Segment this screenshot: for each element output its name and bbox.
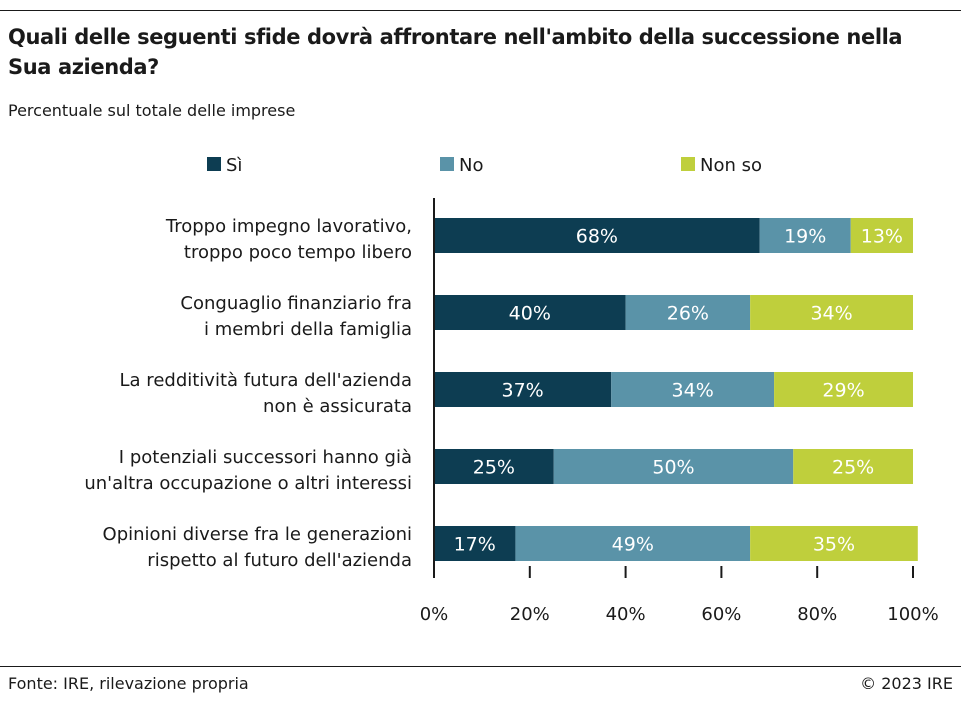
legend-swatch-2 (440, 157, 454, 171)
stacked-bar-chart: Sì No Non so 68% 19% 13% Troppo impegno lavora… (84, 155, 938, 625)
bar-4-1 (434, 449, 554, 484)
data-label-5-3: 35% (813, 534, 855, 556)
data-label-5-2: 49% (612, 534, 654, 556)
legend-label-2: No (459, 155, 483, 176)
data-label-2-2: 26% (667, 303, 709, 325)
chart-subtitle: Percentuale sul totale delle imprese (8, 101, 296, 120)
footer-copyright: © 2023 IRE (860, 674, 953, 693)
category-label-1-2: troppo poco tempo libero (184, 242, 412, 263)
bar-1-3 (850, 218, 913, 253)
bar-2-2 (625, 295, 751, 330)
x-tick-label-2: 20% (510, 604, 550, 625)
data-label-4-1: 25% (473, 457, 515, 479)
bar-3-3 (774, 372, 913, 407)
category-label-3-2: non è assicurata (263, 396, 412, 417)
data-label-4-2: 50% (652, 457, 694, 479)
data-label-5-1: 17% (454, 534, 496, 556)
bar-5-2 (515, 526, 751, 561)
bar-5-3 (750, 526, 918, 561)
chart-title: Quali delle seguenti sfide dovrà affront… (8, 25, 903, 79)
legend-swatch-1 (207, 157, 221, 171)
data-label-4-3: 25% (832, 457, 874, 479)
category-label-1-1: Troppo impegno lavorativo, (165, 216, 412, 237)
legend-label-1: Sì (226, 155, 242, 176)
category-label-3-1: La redditività futura dell'azienda (120, 370, 412, 391)
data-label-2-1: 40% (509, 303, 551, 325)
x-tick-label-5: 80% (797, 604, 837, 625)
bar-3-2 (611, 372, 775, 407)
data-label-3-1: 37% (501, 380, 543, 402)
data-label-3-2: 34% (672, 380, 714, 402)
data-label-1-3: 13% (861, 226, 903, 248)
category-label-4-1: I potenziali successori hanno già (119, 447, 412, 468)
category-label-4-2: un'altra occupazione o altri interessi (84, 473, 412, 494)
category-label-2-1: Conguaglio finanziario fra (180, 293, 412, 314)
bar-2-1 (434, 295, 626, 330)
footer-source: Fonte: IRE, rilevazione propria (8, 674, 249, 693)
category-label-5-2: rispetto al futuro dell'azienda (147, 550, 412, 571)
top-rule (0, 10, 961, 11)
bottom-rule (0, 666, 961, 667)
category-label-2-2: i membri della famiglia (204, 319, 412, 340)
bar-3-1 (434, 372, 612, 407)
data-label-1-2: 19% (784, 226, 826, 248)
bar-4-3 (793, 449, 913, 484)
data-label-3-3: 29% (822, 380, 864, 402)
category-label-5-1: Opinioni diverse fra le generazioni (103, 524, 412, 545)
data-label-1-1: 68% (576, 226, 618, 248)
x-tick-label-1: 0% (420, 604, 449, 625)
data-label-2-3: 34% (810, 303, 852, 325)
legend-swatch-3 (681, 157, 695, 171)
bar-4-2 (553, 449, 794, 484)
x-tick-label-4: 60% (701, 604, 741, 625)
x-tick-label-3: 40% (606, 604, 646, 625)
bar-1-1 (434, 218, 760, 253)
legend-label-3: Non so (700, 155, 762, 176)
bar-1-2 (759, 218, 851, 253)
bar-2-3 (750, 295, 913, 330)
x-tick-label-6: 100% (887, 604, 938, 625)
bar-5-1 (434, 526, 516, 561)
